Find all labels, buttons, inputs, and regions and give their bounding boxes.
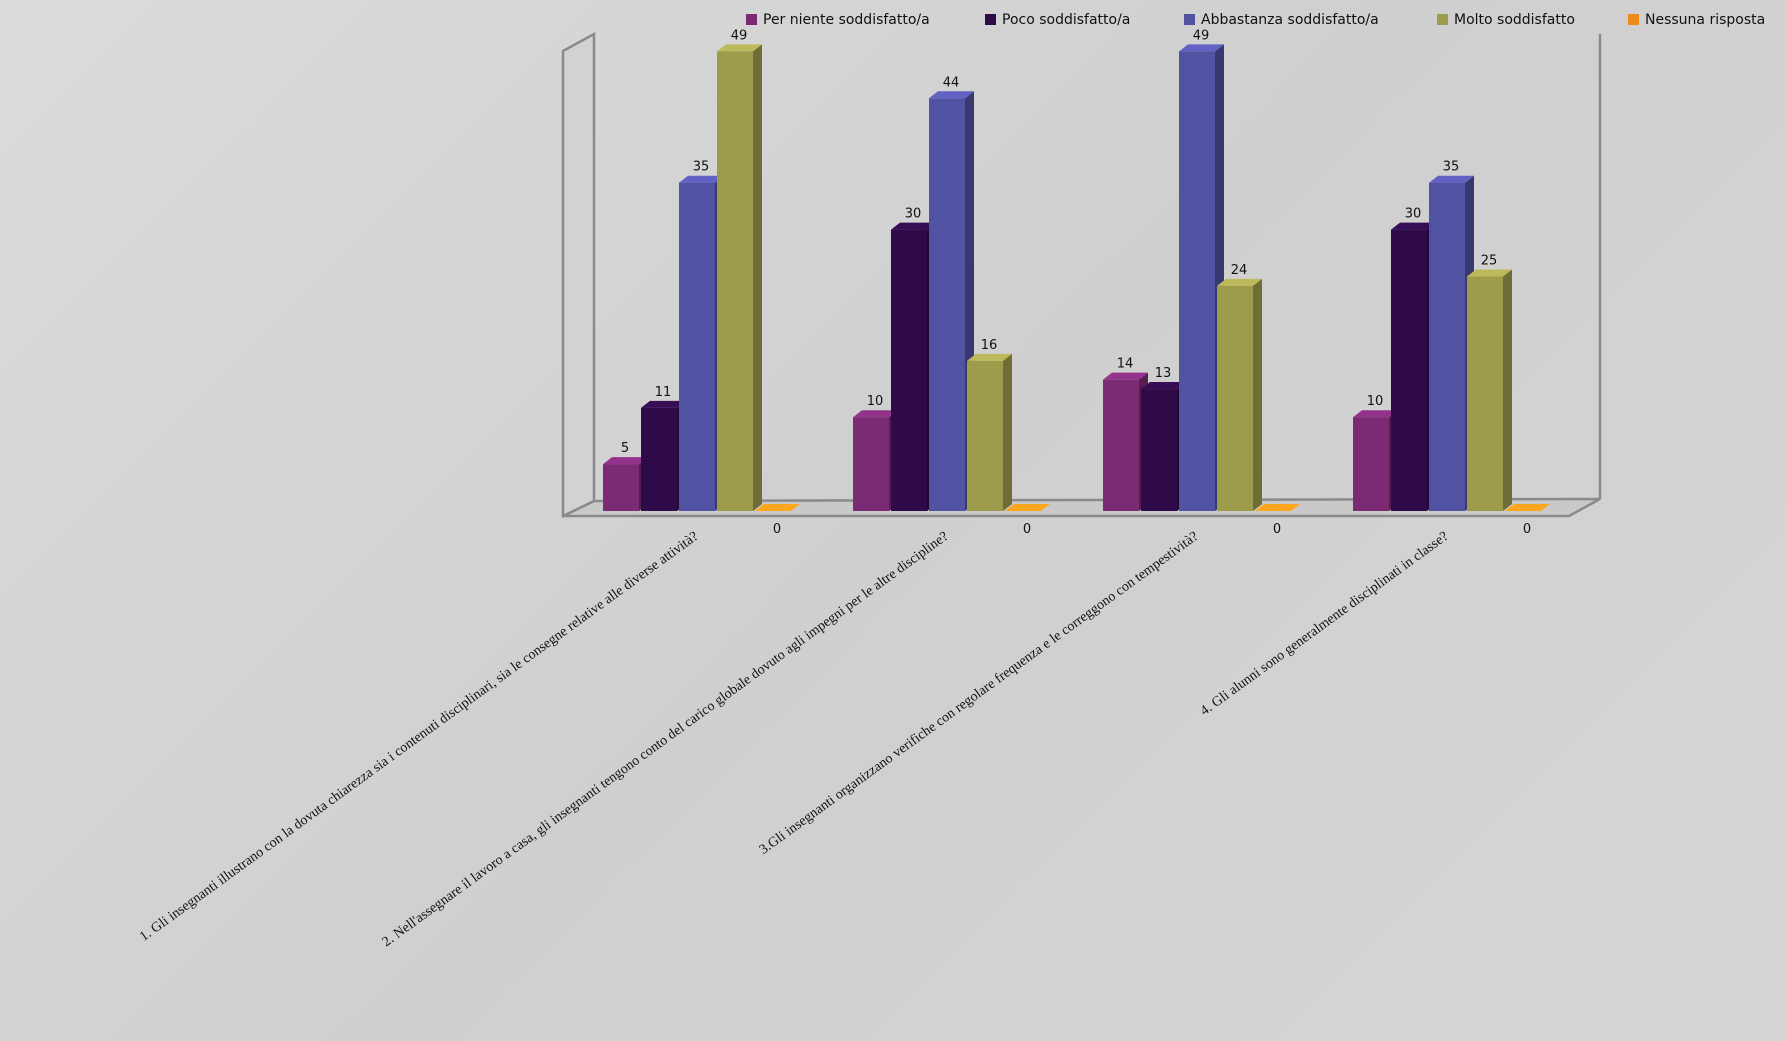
legend-swatch (746, 14, 757, 25)
x-tick-label: 2. Nell'assegnare il lavoro a casa, gli … (380, 529, 952, 950)
bar (603, 457, 648, 511)
legend-label: Molto soddisfatto (1454, 12, 1575, 28)
bar-top (891, 222, 936, 230)
left-wall (561, 31, 596, 518)
legend-swatch (985, 14, 996, 25)
bar-front (891, 229, 927, 511)
value-label: 30 (905, 207, 922, 222)
bar-top (1103, 372, 1148, 380)
bar (1505, 504, 1550, 511)
bar (1217, 278, 1262, 511)
bar-top (1255, 504, 1300, 511)
bar (1255, 504, 1300, 511)
value-label: 24 (1231, 263, 1248, 278)
bar (717, 44, 762, 511)
bar-front (1217, 285, 1253, 511)
value-label: 10 (867, 394, 884, 409)
bar-top (1391, 222, 1436, 230)
bar (755, 504, 800, 511)
bar-front (1429, 182, 1465, 511)
value-label: 0 (773, 522, 781, 537)
bar-top (1179, 44, 1224, 52)
bar-front (717, 51, 753, 511)
bar (1467, 269, 1512, 511)
bar-top (967, 353, 1012, 361)
bar-top (603, 457, 648, 465)
bar-top (717, 44, 762, 52)
bar (1005, 504, 1050, 511)
bar-front (679, 182, 715, 511)
value-label: 49 (1193, 28, 1210, 43)
x-tick-label: 3.Gli insegnanti organizzano verifiche c… (757, 529, 1201, 858)
bar (967, 353, 1012, 511)
legend-label: Abbastanza soddisfatto/a (1201, 12, 1379, 28)
legend-swatch (1437, 14, 1448, 25)
legend-label: Per niente soddisfatto/a (763, 12, 930, 28)
value-label: 16 (981, 338, 998, 353)
bar-front (1353, 417, 1389, 511)
value-label: 14 (1117, 357, 1134, 372)
bar-top (755, 504, 800, 511)
bar-top (1217, 278, 1262, 286)
bar-top (1005, 504, 1050, 511)
value-label: 35 (693, 160, 710, 175)
bar-front (1179, 51, 1215, 511)
legend-label: Nessuna risposta (1645, 12, 1765, 28)
value-label: 10 (1367, 394, 1384, 409)
bar-front (967, 360, 1003, 511)
bar-front (1103, 379, 1139, 511)
plot-frame (561, 31, 1602, 518)
bar-top (1353, 410, 1398, 418)
bar-top (641, 400, 686, 408)
bar-front (1391, 229, 1427, 511)
bar-top (929, 91, 974, 99)
value-label: 25 (1481, 254, 1498, 269)
bar-front (1141, 389, 1177, 511)
x-tick-label: 4. Gli alunni sono generalmente discipli… (1198, 529, 1452, 719)
bar-front (603, 464, 639, 511)
value-label: 13 (1155, 366, 1172, 381)
value-label: 30 (1405, 207, 1422, 222)
bar-top (1429, 175, 1474, 183)
x-tick-label: 1. Gli insegnanti illustrano con la dovu… (137, 529, 701, 945)
legend-swatch (1184, 14, 1195, 25)
value-label: 44 (943, 75, 960, 90)
value-label: 11 (655, 385, 672, 400)
bar-side (753, 44, 762, 511)
value-label: 0 (1273, 522, 1281, 537)
bar-side (1503, 269, 1512, 511)
value-label: 49 (731, 28, 748, 43)
bar-side (1003, 353, 1012, 511)
bar-top (679, 175, 724, 183)
value-label: 5 (621, 441, 629, 456)
legend-label: Poco soddisfatto/a (1002, 12, 1130, 28)
value-label: 35 (1443, 160, 1460, 175)
bar-top (1467, 269, 1512, 277)
bar-side (1253, 278, 1262, 511)
bar-top (1505, 504, 1550, 511)
bar-front (641, 407, 677, 511)
bar-front (929, 98, 965, 511)
value-label: 0 (1523, 522, 1531, 537)
bar-front (853, 417, 889, 511)
bar-front (1467, 276, 1503, 511)
value-label: 0 (1023, 522, 1031, 537)
bar-top (853, 410, 898, 418)
bar-top (1141, 382, 1186, 390)
bar (929, 91, 974, 511)
legend-swatch (1628, 14, 1639, 25)
